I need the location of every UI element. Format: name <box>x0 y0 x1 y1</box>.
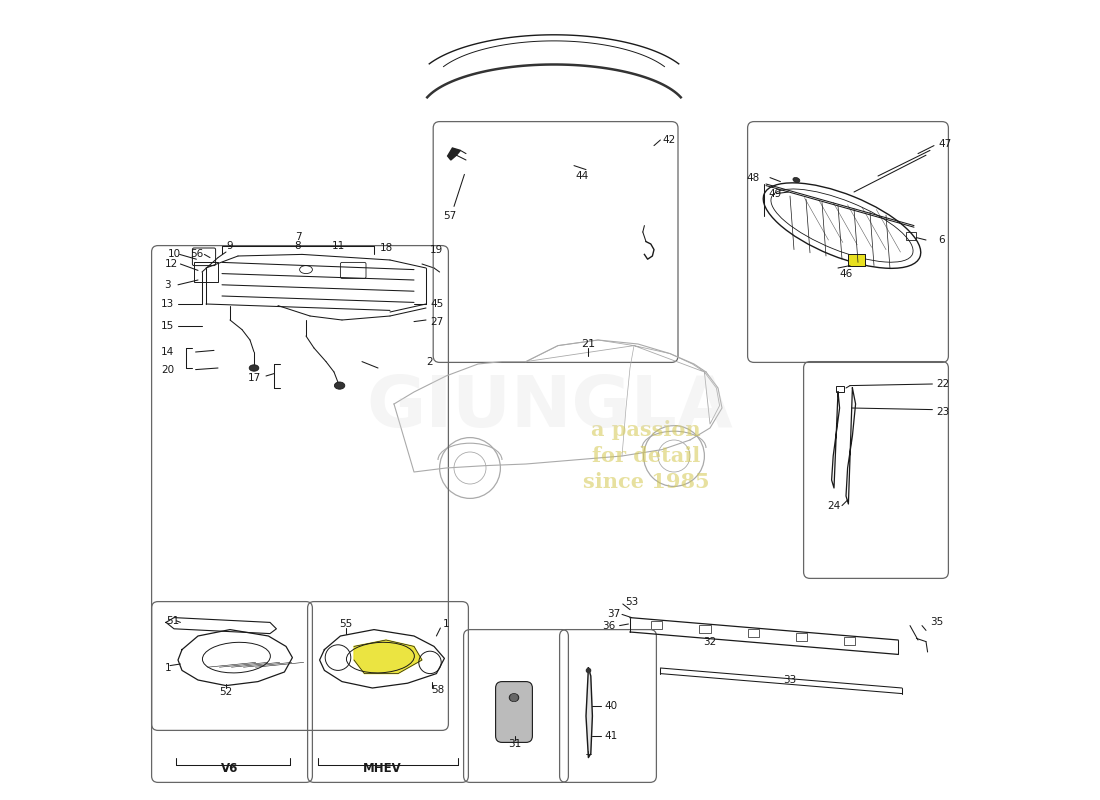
Text: 31: 31 <box>508 739 521 749</box>
Text: 35: 35 <box>930 618 944 627</box>
Bar <box>848 254 866 266</box>
Text: 13: 13 <box>161 299 174 309</box>
Text: 10: 10 <box>167 250 180 259</box>
Text: 9: 9 <box>227 241 233 250</box>
Polygon shape <box>354 640 422 674</box>
Polygon shape <box>846 388 856 504</box>
Bar <box>651 621 662 629</box>
Text: 56: 56 <box>190 250 204 259</box>
Ellipse shape <box>793 178 800 182</box>
Text: 52: 52 <box>219 687 232 697</box>
Text: 42: 42 <box>662 135 675 145</box>
Ellipse shape <box>509 694 519 702</box>
Text: 41: 41 <box>604 731 618 741</box>
Text: 7: 7 <box>295 232 301 242</box>
Polygon shape <box>586 668 593 758</box>
Text: 2: 2 <box>426 357 432 366</box>
Text: 37: 37 <box>607 609 620 618</box>
Bar <box>836 386 845 392</box>
Ellipse shape <box>250 365 258 371</box>
Text: 19: 19 <box>430 245 443 254</box>
Polygon shape <box>448 148 461 160</box>
Text: 57: 57 <box>443 211 456 221</box>
Ellipse shape <box>334 382 344 390</box>
Polygon shape <box>832 392 839 488</box>
Text: 36: 36 <box>603 621 616 630</box>
Text: 24: 24 <box>827 501 840 510</box>
Text: 22: 22 <box>936 379 949 389</box>
Text: 18: 18 <box>379 243 393 253</box>
Text: 21: 21 <box>581 339 595 349</box>
Text: 55: 55 <box>340 619 353 629</box>
Text: 51: 51 <box>166 616 179 626</box>
Text: a passion
for detail
since 1985: a passion for detail since 1985 <box>583 419 710 492</box>
Text: 1: 1 <box>442 619 449 629</box>
Bar <box>748 629 759 637</box>
Bar <box>906 232 915 240</box>
Text: 23: 23 <box>936 407 949 417</box>
Text: 20: 20 <box>161 365 174 374</box>
Bar <box>848 254 866 266</box>
Text: 40: 40 <box>604 701 617 710</box>
Text: 33: 33 <box>783 675 796 685</box>
Text: 46: 46 <box>839 269 853 278</box>
FancyBboxPatch shape <box>496 682 532 742</box>
Bar <box>194 262 218 282</box>
Text: 48: 48 <box>746 173 760 182</box>
Text: 49: 49 <box>769 189 782 198</box>
Text: 14: 14 <box>161 347 174 357</box>
Text: 45: 45 <box>430 299 443 309</box>
Circle shape <box>510 694 517 701</box>
Text: 15: 15 <box>161 322 174 331</box>
Text: 17: 17 <box>248 373 261 382</box>
Text: V6: V6 <box>221 762 239 774</box>
Bar <box>700 625 711 633</box>
Text: 32: 32 <box>703 637 716 646</box>
Text: GIUNGLA: GIUNGLA <box>366 374 734 442</box>
Text: 11: 11 <box>331 241 344 250</box>
Text: 1: 1 <box>164 663 170 673</box>
Text: 8: 8 <box>295 241 301 250</box>
Text: 12: 12 <box>165 259 178 269</box>
Text: 47: 47 <box>938 139 952 149</box>
Text: 58: 58 <box>431 685 444 694</box>
Text: 27: 27 <box>430 317 443 326</box>
Text: 44: 44 <box>575 171 589 181</box>
Bar <box>844 637 856 645</box>
Text: 3: 3 <box>164 280 170 290</box>
Text: 53: 53 <box>625 597 638 606</box>
Bar <box>796 633 807 641</box>
Text: 6: 6 <box>938 235 945 245</box>
Text: MHEV: MHEV <box>363 762 402 774</box>
